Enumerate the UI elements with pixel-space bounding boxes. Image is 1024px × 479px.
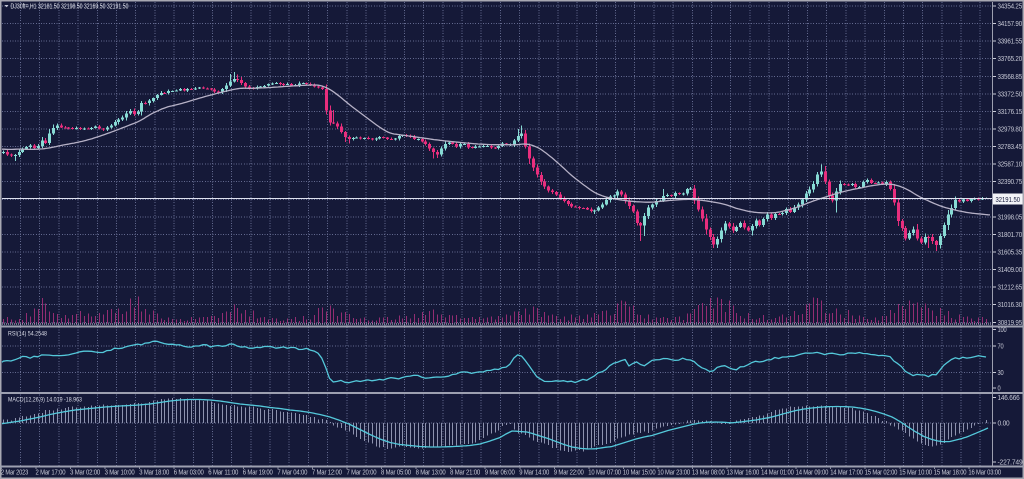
svg-text:9 Mar 22:00: 9 Mar 22:00 xyxy=(554,470,584,477)
svg-text:8 Mar 13:00: 8 Mar 13:00 xyxy=(416,470,446,477)
svg-text:32783.45: 32783.45 xyxy=(998,144,1023,151)
svg-text:7 Mar 20:00: 7 Mar 20:00 xyxy=(347,470,377,477)
svg-text:DJ30ft=,H1 32181.50 32198.50: DJ30ft=,H1 32181.50 32198.50 32169.50 32… xyxy=(11,4,129,11)
svg-text:13 Mar 08:00: 13 Mar 08:00 xyxy=(692,470,725,477)
svg-text:32390.75: 32390.75 xyxy=(998,179,1023,186)
svg-text:31016.30: 31016.30 xyxy=(998,302,1023,309)
svg-text:100: 100 xyxy=(998,327,1007,334)
svg-text:33961.55: 33961.55 xyxy=(998,39,1023,46)
svg-text:15 Mar 10:00: 15 Mar 10:00 xyxy=(899,470,932,477)
svg-text:70: 70 xyxy=(998,343,1004,350)
svg-text:10 Mar 23:00: 10 Mar 23:00 xyxy=(657,470,690,477)
svg-text:3 Mar 18:00: 3 Mar 18:00 xyxy=(139,470,169,477)
svg-text:7 Mar 04:00: 7 Mar 04:00 xyxy=(277,470,307,477)
svg-text:14 Mar 09:00: 14 Mar 09:00 xyxy=(796,470,829,477)
svg-text:33765.20: 33765.20 xyxy=(998,56,1023,63)
svg-text:9 Mar 06:00: 9 Mar 06:00 xyxy=(485,470,515,477)
svg-text:31998.05: 31998.05 xyxy=(998,214,1023,221)
svg-text:14 Mar 17:00: 14 Mar 17:00 xyxy=(830,470,863,477)
svg-text:0: 0 xyxy=(998,386,1001,393)
svg-text:33568.85: 33568.85 xyxy=(998,74,1023,81)
svg-text:6 Mar 11:00: 6 Mar 11:00 xyxy=(208,470,238,477)
svg-text:7 Mar 12:00: 7 Mar 12:00 xyxy=(312,470,342,477)
svg-text:2 Mar 2023: 2 Mar 2023 xyxy=(1,470,28,477)
svg-text:RSI(14) 54.2548: RSI(14) 54.2548 xyxy=(8,331,47,338)
svg-text:33372.50: 33372.50 xyxy=(998,91,1023,98)
svg-text:31212.65: 31212.65 xyxy=(998,285,1023,292)
svg-text:31409.00: 31409.00 xyxy=(998,267,1023,274)
svg-text:31801.70: 31801.70 xyxy=(998,232,1023,239)
svg-text:34354.25: 34354.25 xyxy=(998,4,1023,11)
svg-text:32587.10: 32587.10 xyxy=(998,162,1023,169)
svg-text:6 Mar 03:00: 6 Mar 03:00 xyxy=(174,470,204,477)
svg-text:0.00: 0.00 xyxy=(998,421,1010,428)
svg-text:15 Mar 18:00: 15 Mar 18:00 xyxy=(934,470,967,477)
svg-text:2 Mar 17:00: 2 Mar 17:00 xyxy=(36,470,66,477)
svg-text:34157.90: 34157.90 xyxy=(998,21,1023,28)
svg-text:10 Mar 07:00: 10 Mar 07:00 xyxy=(588,470,621,477)
svg-text:3 Mar 10:00: 3 Mar 10:00 xyxy=(105,470,135,477)
svg-text:30: 30 xyxy=(998,370,1004,377)
svg-text:146.666: 146.666 xyxy=(998,395,1020,402)
svg-text:13 Mar 16:00: 13 Mar 16:00 xyxy=(727,470,760,477)
svg-text:16 Mar 03:00: 16 Mar 03:00 xyxy=(968,470,1001,477)
svg-text:31605.35: 31605.35 xyxy=(998,250,1023,257)
svg-text:9 Mar 14:00: 9 Mar 14:00 xyxy=(519,470,549,477)
svg-text:30819.95: 30819.95 xyxy=(998,320,1023,327)
svg-text:33176.15: 33176.15 xyxy=(998,109,1023,116)
svg-text:8 Mar 05:00: 8 Mar 05:00 xyxy=(381,470,411,477)
svg-text:32979.80: 32979.80 xyxy=(998,127,1023,134)
svg-text:32191.50: 32191.50 xyxy=(996,197,1021,204)
svg-text:14 Mar 01:00: 14 Mar 01:00 xyxy=(761,470,794,477)
svg-text:10 Mar 15:00: 10 Mar 15:00 xyxy=(623,470,656,477)
svg-text:8 Mar 21:00: 8 Mar 21:00 xyxy=(450,470,480,477)
svg-text:6 Mar 19:00: 6 Mar 19:00 xyxy=(243,470,273,477)
svg-text:15 Mar 02:00: 15 Mar 02:00 xyxy=(865,470,898,477)
svg-text:MACD(12,26,9) 14.019 -18.963: MACD(12,26,9) 14.019 -18.963 xyxy=(8,397,82,404)
svg-text:-227.749: -227.749 xyxy=(998,460,1023,467)
svg-text:3 Mar 02:00: 3 Mar 02:00 xyxy=(70,470,100,477)
